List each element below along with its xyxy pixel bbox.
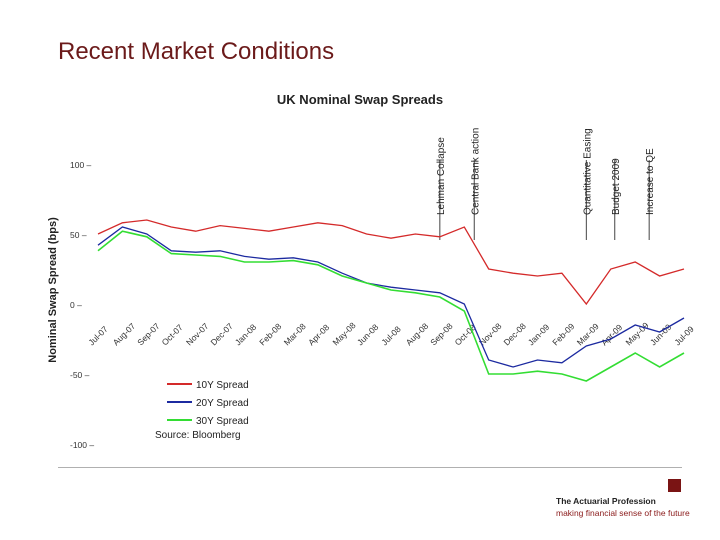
y-axis-label: Nominal Swap Spread (bps) — [47, 217, 59, 363]
x-tick-label: Aug-08 — [404, 321, 431, 348]
x-tick-label: Aug-07 — [111, 321, 138, 348]
annotation-label: Central Bank action — [470, 128, 481, 215]
x-tick-label: Oct-07 — [160, 322, 185, 347]
chart-title: UK Nominal Swap Spreads — [277, 92, 443, 107]
x-tick-label: May-09 — [624, 320, 651, 347]
x-tick-label: Feb-09 — [550, 321, 576, 347]
x-tick-label: Dec-07 — [208, 321, 235, 348]
x-tick-label: Feb-08 — [257, 321, 283, 347]
footer-divider — [58, 467, 682, 468]
x-tick-label: Jul-09 — [672, 324, 696, 348]
x-tick-label: Jan-09 — [526, 322, 552, 348]
annotation-label: Budget 2009 — [611, 158, 622, 215]
x-tick-label: Dec-08 — [501, 321, 528, 348]
x-tick-label: Sep-08 — [428, 321, 455, 348]
y-tick-label: 100 – — [70, 160, 92, 170]
y-tick-label: 0 – — [70, 300, 82, 310]
org-name: The Actuarial Profession — [556, 496, 656, 506]
source-note: Source: Bloomberg — [155, 430, 241, 441]
actuarial-logo-square — [668, 479, 681, 492]
x-tick-label: Jun-08 — [355, 322, 381, 348]
x-tick-label: Jul-07 — [86, 324, 110, 348]
y-tick-label: -50 – — [70, 370, 90, 380]
legend-label: 20Y Spread — [196, 398, 249, 409]
x-tick-label: Jul-08 — [379, 324, 403, 348]
legend-label: 30Y Spread — [196, 416, 249, 427]
swap-spread-chart: UK Nominal Swap Spreads Nominal Swap Spre… — [47, 92, 696, 450]
x-tick-label: Jan-08 — [233, 322, 259, 348]
x-tick-label: Apr-09 — [599, 322, 624, 347]
y-tick-label: 50 – — [70, 230, 87, 240]
series-line-20y-spread — [97, 226, 685, 368]
x-tick-label: May-08 — [331, 320, 358, 347]
annotation-label: Increase to QE — [645, 148, 656, 215]
annotation-label: Lehman Collapse — [436, 137, 447, 215]
series-line-30y-spread — [97, 230, 685, 382]
x-tick-label: Sep-07 — [135, 321, 162, 348]
slide-title: Recent Market Conditions — [58, 38, 335, 65]
annotation-label: Quantitative Easing — [582, 128, 593, 215]
x-tick-label: Apr-08 — [306, 322, 331, 347]
org-tagline: making financial sense of the future — [556, 508, 690, 518]
y-tick-label: -100 – — [70, 440, 94, 450]
x-tick-label: Mar-08 — [282, 321, 308, 347]
x-tick-label: Nov-07 — [184, 321, 211, 348]
legend-label: 10Y Spread — [196, 380, 249, 391]
series-line-10y-spread — [97, 219, 685, 306]
